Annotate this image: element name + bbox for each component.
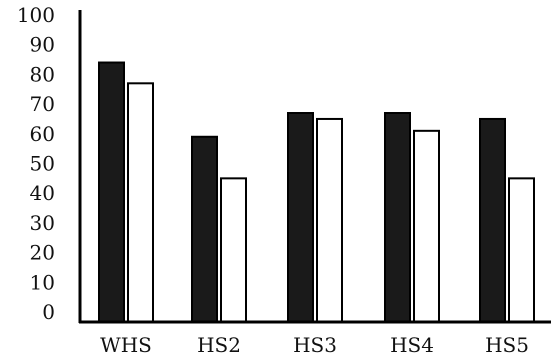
y-tick-label: 0: [42, 300, 55, 324]
x-tick-labels: WHS HS2 HS3 HS4 HS5: [100, 333, 529, 357]
bar-hs2-series-2: [220, 177, 247, 323]
y-tick-label: 20: [30, 241, 55, 265]
bar-whs-series-1: [98, 61, 125, 324]
x-tick-label: WHS: [100, 333, 152, 357]
bar-hs4-series-1: [384, 112, 411, 324]
bar-hs5-series-2: [508, 177, 535, 323]
bar-hs3-series-1: [287, 112, 314, 324]
y-tick-labels: 0 10 20 30 40 50 60 70 80 90 100: [17, 3, 55, 324]
bar-hs4-series-2: [413, 129, 440, 323]
bars-layer: [98, 61, 535, 324]
x-tick-label: HS3: [293, 333, 337, 357]
y-tick-label: 30: [30, 211, 55, 235]
bar-whs-series-2: [127, 82, 154, 323]
bar-hs2-series-1: [191, 135, 218, 323]
y-tick-label: 60: [30, 122, 55, 146]
y-tick-label: 10: [30, 270, 55, 294]
y-tick-label: 90: [30, 33, 55, 57]
y-tick-label: 70: [30, 92, 55, 116]
y-tick-label: 80: [30, 62, 55, 86]
x-tick-label: HS2: [197, 333, 241, 357]
y-tick-label: 40: [30, 181, 55, 205]
y-tick-label: 50: [30, 152, 55, 176]
x-tick-label: HS5: [485, 333, 529, 357]
y-tick-label: 100: [17, 3, 55, 27]
x-tick-label: HS4: [390, 333, 434, 357]
bar-hs3-series-2: [316, 117, 343, 323]
bar-hs5-series-1: [479, 117, 506, 323]
